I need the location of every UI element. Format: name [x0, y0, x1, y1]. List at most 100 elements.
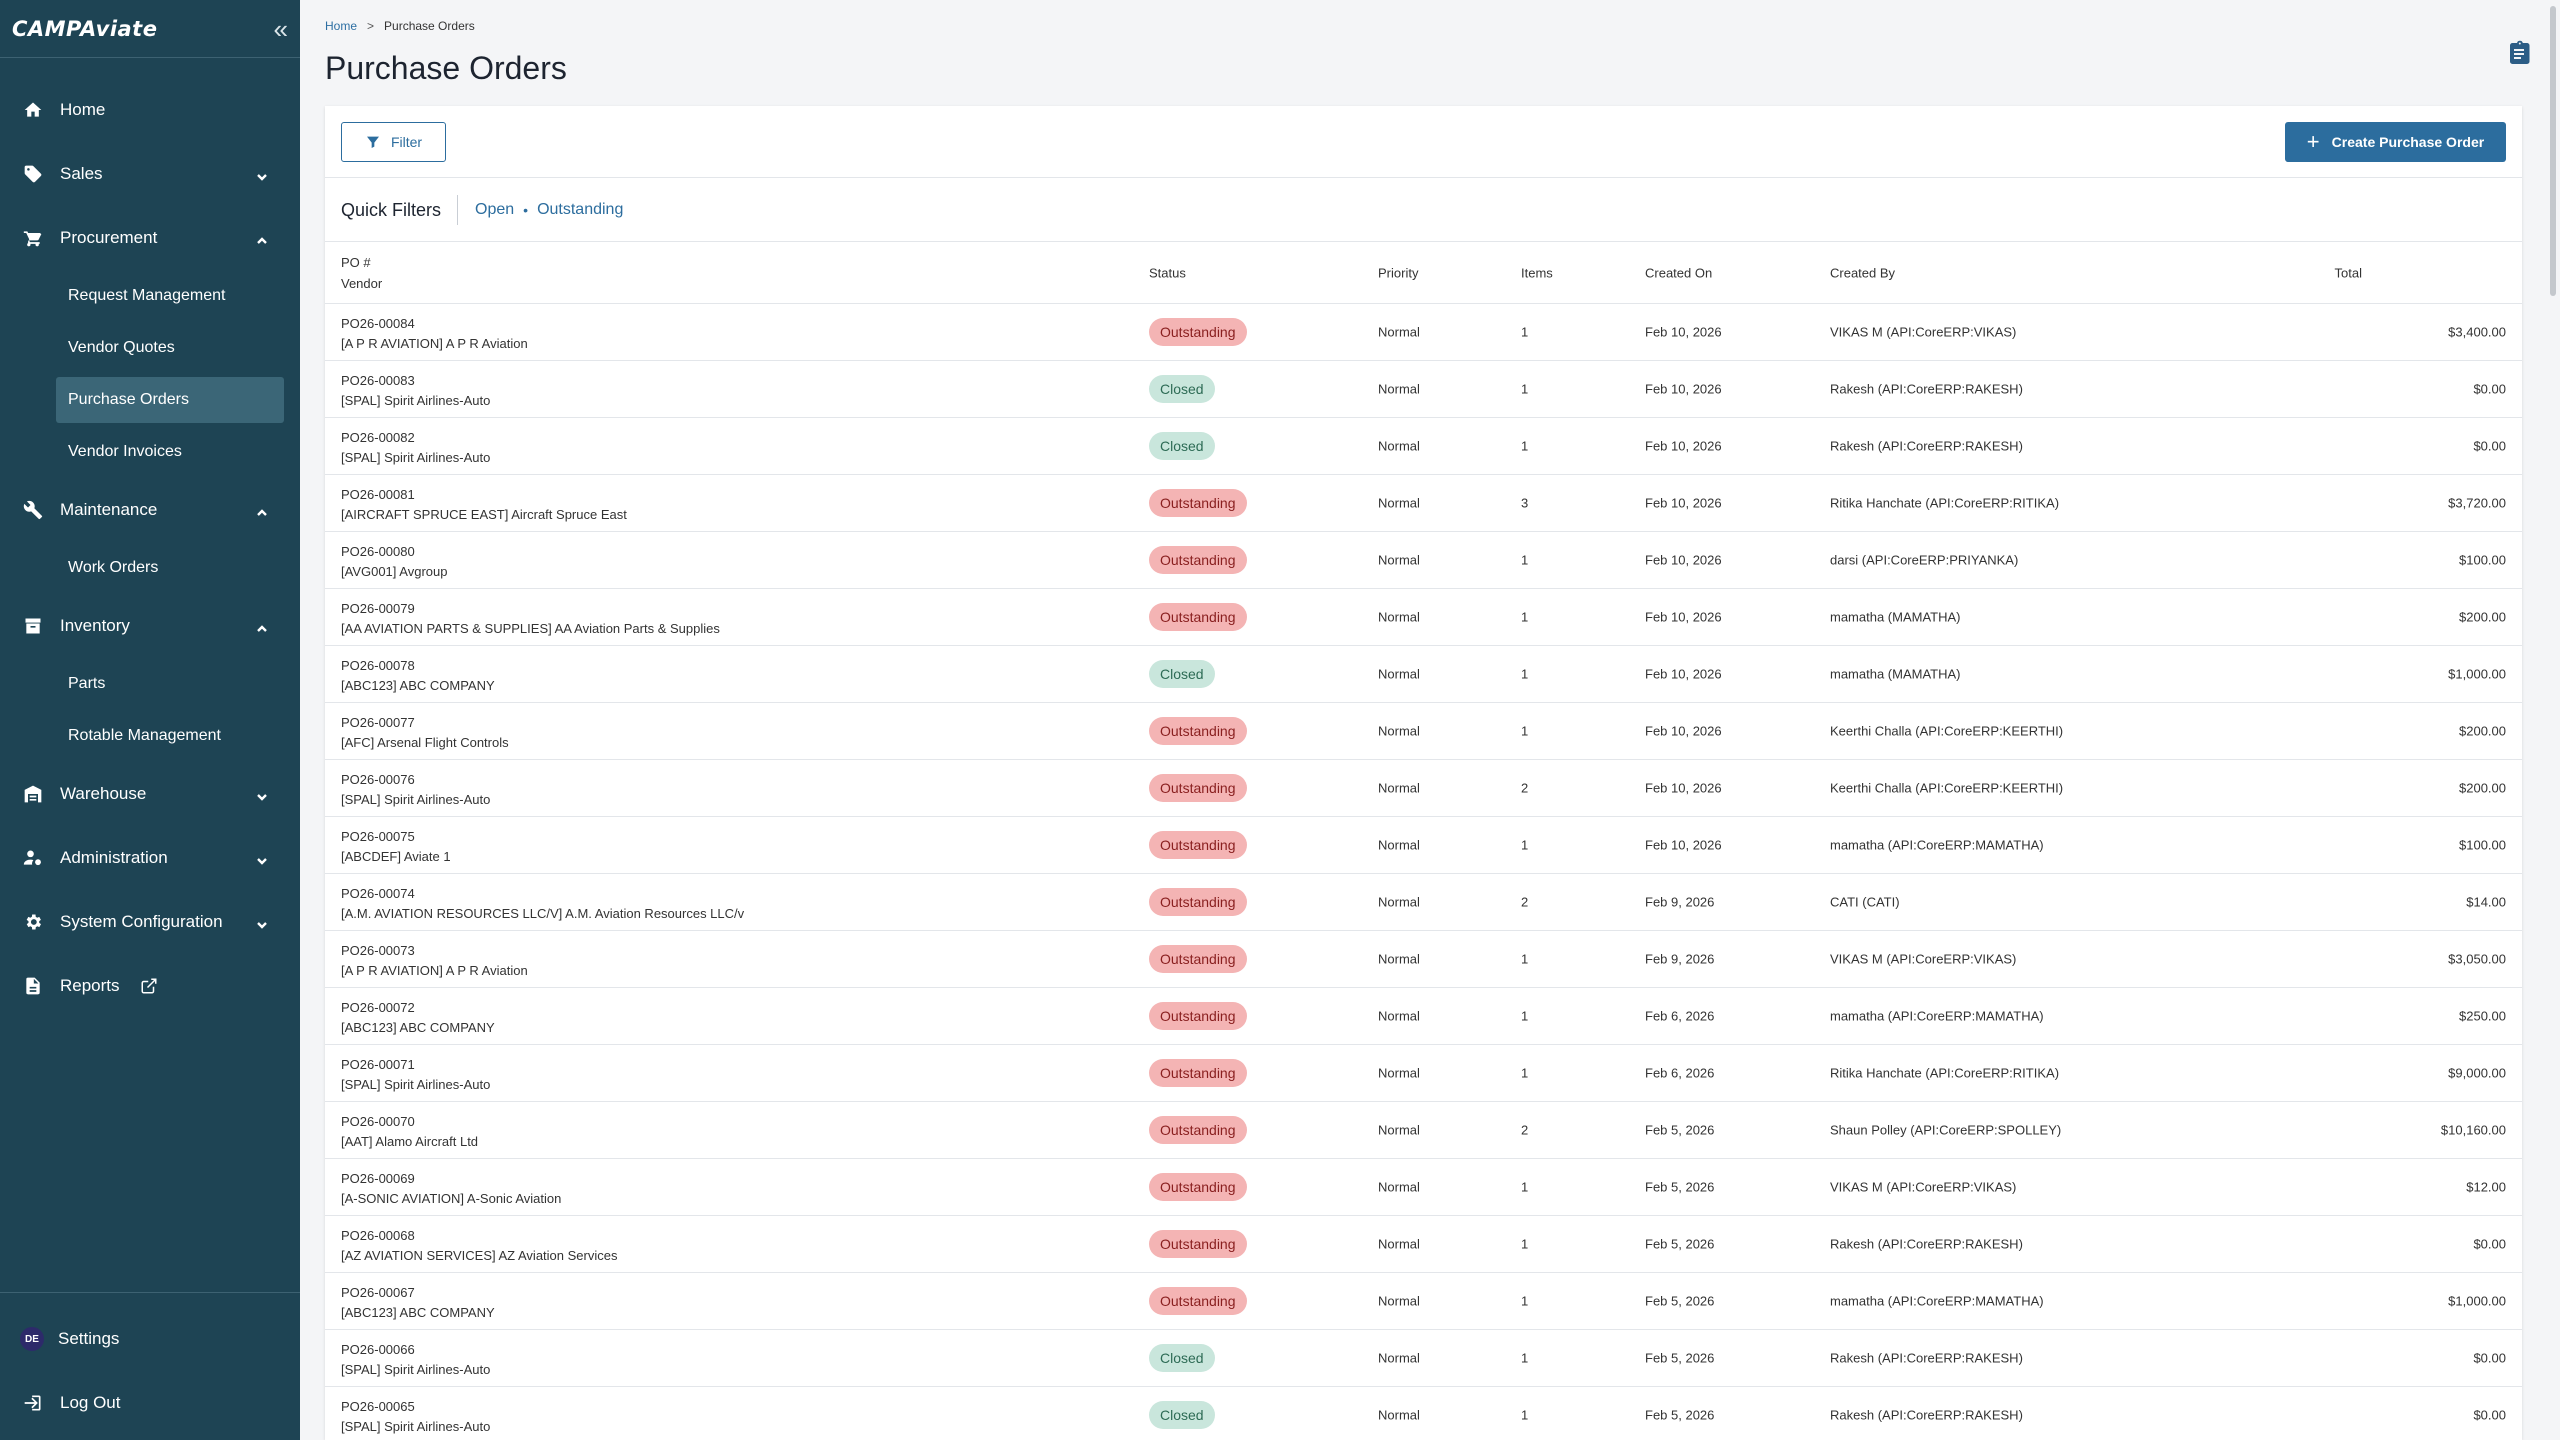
po-number[interactable]: PO26-00077 — [341, 715, 415, 730]
sidebar-item-reports[interactable]: Reports — [0, 954, 300, 1018]
table-row[interactable]: PO26-00084 [A P R AVIATION] A P R Aviatio… — [325, 304, 2522, 361]
po-number[interactable]: PO26-00073 — [341, 943, 415, 958]
vendor-name: [ABC123] ABC COMPANY — [341, 1305, 495, 1320]
quick-filter-open[interactable]: Open — [475, 200, 515, 218]
vendor-name: [ABC123] ABC COMPANY — [341, 678, 495, 693]
column-header-total[interactable]: Total — [2334, 265, 2362, 280]
column-header-priority[interactable]: Priority — [1378, 265, 1419, 280]
po-number[interactable]: PO26-00066 — [341, 1342, 415, 1357]
sidebar-subitem-vendor-invoices[interactable]: Vendor Invoices — [68, 443, 182, 460]
total-cell: $100.00 — [2459, 837, 2506, 853]
status-cell: Outstanding — [1149, 1230, 1247, 1258]
purchase-orders-card: Filter + Create Purchase Order Quick Fil… — [325, 106, 2522, 1440]
table-row[interactable]: PO26-00080 [AVG001] Avgroup Outstanding Nor… — [325, 532, 2522, 589]
sidebar-item-settings[interactable]: DE Settings — [0, 1307, 300, 1371]
sidebar-item-maintenance[interactable]: Maintenance — [0, 478, 300, 542]
po-number[interactable]: PO26-00069 — [341, 1171, 415, 1186]
items-cell: 2 — [1521, 780, 1529, 796]
status-badge: Outstanding — [1149, 546, 1247, 574]
filter-icon — [366, 136, 379, 148]
table-row[interactable]: PO26-00065 [SPAL] Spirit Airlines-Auto Clo… — [325, 1387, 2522, 1440]
column-header-created-by[interactable]: Created By — [1830, 265, 1896, 280]
table-row[interactable]: PO26-00077 [AFC] Arsenal Flight Controls O… — [325, 703, 2522, 760]
table-row[interactable]: PO26-00071 [SPAL] Spirit Airlines-Auto Out… — [325, 1045, 2522, 1102]
status-badge: Outstanding — [1149, 945, 1247, 973]
po-number[interactable]: PO26-00068 — [341, 1228, 415, 1243]
total-cell: $3,720.00 — [2448, 495, 2506, 511]
clipboard-icon[interactable] — [2508, 40, 2532, 64]
table-row[interactable]: PO26-00076 [SPAL] Spirit Airlines-Auto Out… — [325, 760, 2522, 817]
column-header-status[interactable]: Status — [1149, 265, 1186, 280]
quick-filter-outstanding[interactable]: Outstanding — [537, 200, 624, 218]
total-cell: $1,000.00 — [2448, 666, 2506, 682]
table-row[interactable]: PO26-00082 [SPAL] Spirit Airlines-Auto Clo… — [325, 418, 2522, 475]
sidebar-item-logout[interactable]: Log Out — [0, 1371, 300, 1435]
sidebar-item-label: Home — [60, 100, 106, 119]
sidebar-item-administration[interactable]: Administration — [0, 826, 300, 890]
table-row[interactable]: PO26-00075 [ABCDEF] Aviate 1 Outstanding No… — [325, 817, 2522, 874]
sidebar-item-inventory[interactable]: Inventory — [0, 594, 300, 658]
status-cell: Outstanding — [1149, 1173, 1247, 1201]
po-number[interactable]: PO26-00081 — [341, 487, 415, 502]
po-number[interactable]: PO26-00084 — [341, 316, 415, 331]
po-number[interactable]: PO26-00067 — [341, 1285, 415, 1300]
sidebar-item-procurement[interactable]: Procurement — [0, 206, 300, 270]
table-row[interactable]: PO26-00068 [AZ AVIATION SERVICES] AZ Avia… — [325, 1216, 2522, 1273]
created-on-cell: Feb 10, 2026 — [1645, 723, 1722, 739]
table-row[interactable]: PO26-00079 [AA AVIATION PARTS & SUPPLIES]… — [325, 589, 2522, 646]
po-number[interactable]: PO26-00082 — [341, 430, 415, 445]
po-number[interactable]: PO26-00065 — [341, 1399, 415, 1414]
table-row[interactable]: PO26-00066 [SPAL] Spirit Airlines-Auto Clo… — [325, 1330, 2522, 1387]
breadcrumb: Home > Purchase Orders — [325, 19, 475, 33]
items-cell: 1 — [1521, 609, 1529, 625]
sidebar-subitem-parts[interactable]: Parts — [68, 675, 106, 692]
sidebar-item-label: Procurement — [60, 228, 158, 247]
status-cell: Closed — [1149, 660, 1215, 688]
items-cell: 1 — [1521, 1008, 1529, 1024]
sidebar-item-home[interactable]: Home — [0, 78, 300, 142]
sidebar-subitem-work-orders[interactable]: Work Orders — [68, 559, 159, 576]
status-badge: Closed — [1149, 660, 1215, 688]
sidebar-subitem-vendor-quotes[interactable]: Vendor Quotes — [68, 339, 175, 356]
po-number[interactable]: PO26-00071 — [341, 1057, 415, 1072]
table-row[interactable]: PO26-00073 [A P R AVIATION] A P R Aviatio… — [325, 931, 2522, 988]
po-number[interactable]: PO26-00076 — [341, 772, 415, 787]
column-header-po-vendor[interactable]: PO # Vendor — [341, 252, 382, 294]
po-number[interactable]: PO26-00072 — [341, 1000, 415, 1015]
sidebar-subitem-purchase-orders[interactable]: Purchase Orders — [56, 377, 284, 423]
table-row[interactable]: PO26-00069 [A-SONIC AVIATION] A-Sonic Avi… — [325, 1159, 2522, 1216]
sidebar-item-warehouse[interactable]: Warehouse — [0, 762, 300, 826]
created-on-cell: Feb 10, 2026 — [1645, 495, 1722, 511]
status-badge: Outstanding — [1149, 1173, 1247, 1201]
table-row[interactable]: PO26-00078 [ABC123] ABC COMPANY Closed Norm… — [325, 646, 2522, 703]
sidebar-item-sales[interactable]: Sales — [0, 142, 300, 206]
sidebar-subitem-rotable-management[interactable]: Rotable Management — [68, 727, 221, 744]
po-number[interactable]: PO26-00079 — [341, 601, 415, 616]
app-logo[interactable]: CAMPAviate — [12, 16, 158, 41]
po-number[interactable]: PO26-00070 — [341, 1114, 415, 1129]
collapse-sidebar-icon[interactable]: « — [273, 13, 288, 44]
column-header-created-on[interactable]: Created On — [1645, 265, 1713, 280]
filter-button[interactable]: Filter — [341, 121, 446, 162]
create-purchase-order-button[interactable]: + Create Purchase Order — [2285, 121, 2506, 162]
table-row[interactable]: PO26-00072 [ABC123] ABC COMPANY Outstandin… — [325, 988, 2522, 1045]
po-number[interactable]: PO26-00080 — [341, 544, 415, 559]
table-row[interactable]: PO26-00074 [A.M. AVIATION RESOURCES LLC/V… — [325, 874, 2522, 931]
items-cell: 1 — [1521, 1350, 1529, 1366]
breadcrumb-home-link[interactable]: Home — [325, 19, 358, 33]
po-number[interactable]: PO26-00074 — [341, 886, 415, 901]
po-number[interactable]: PO26-00078 — [341, 658, 415, 673]
po-number[interactable]: PO26-00075 — [341, 829, 415, 844]
column-header-items[interactable]: Items — [1521, 265, 1553, 280]
table-row[interactable]: PO26-00083 [SPAL] Spirit Airlines-Auto Clo… — [325, 361, 2522, 418]
created-by-cell: mamatha (API:CoreERP:MAMATHA) — [1830, 1293, 2044, 1309]
table-row[interactable]: PO26-00081 [AIRCRAFT SPRUCE EAST] Aircraf… — [325, 475, 2522, 532]
status-badge: Closed — [1149, 1344, 1215, 1372]
sidebar-subitem-request-management[interactable]: Request Management — [68, 287, 226, 304]
page-scrollbar[interactable] — [2546, 0, 2560, 1440]
table-row[interactable]: PO26-00067 [ABC123] ABC COMPANY Outstandin… — [325, 1273, 2522, 1330]
table-row[interactable]: PO26-00070 [AAT] Alamo Aircraft Ltd Outsta… — [325, 1102, 2522, 1159]
sidebar-item-system-configuration[interactable]: System Configuration — [0, 890, 300, 954]
scrollbar-thumb[interactable] — [2550, 6, 2556, 296]
po-number[interactable]: PO26-00083 — [341, 373, 415, 388]
